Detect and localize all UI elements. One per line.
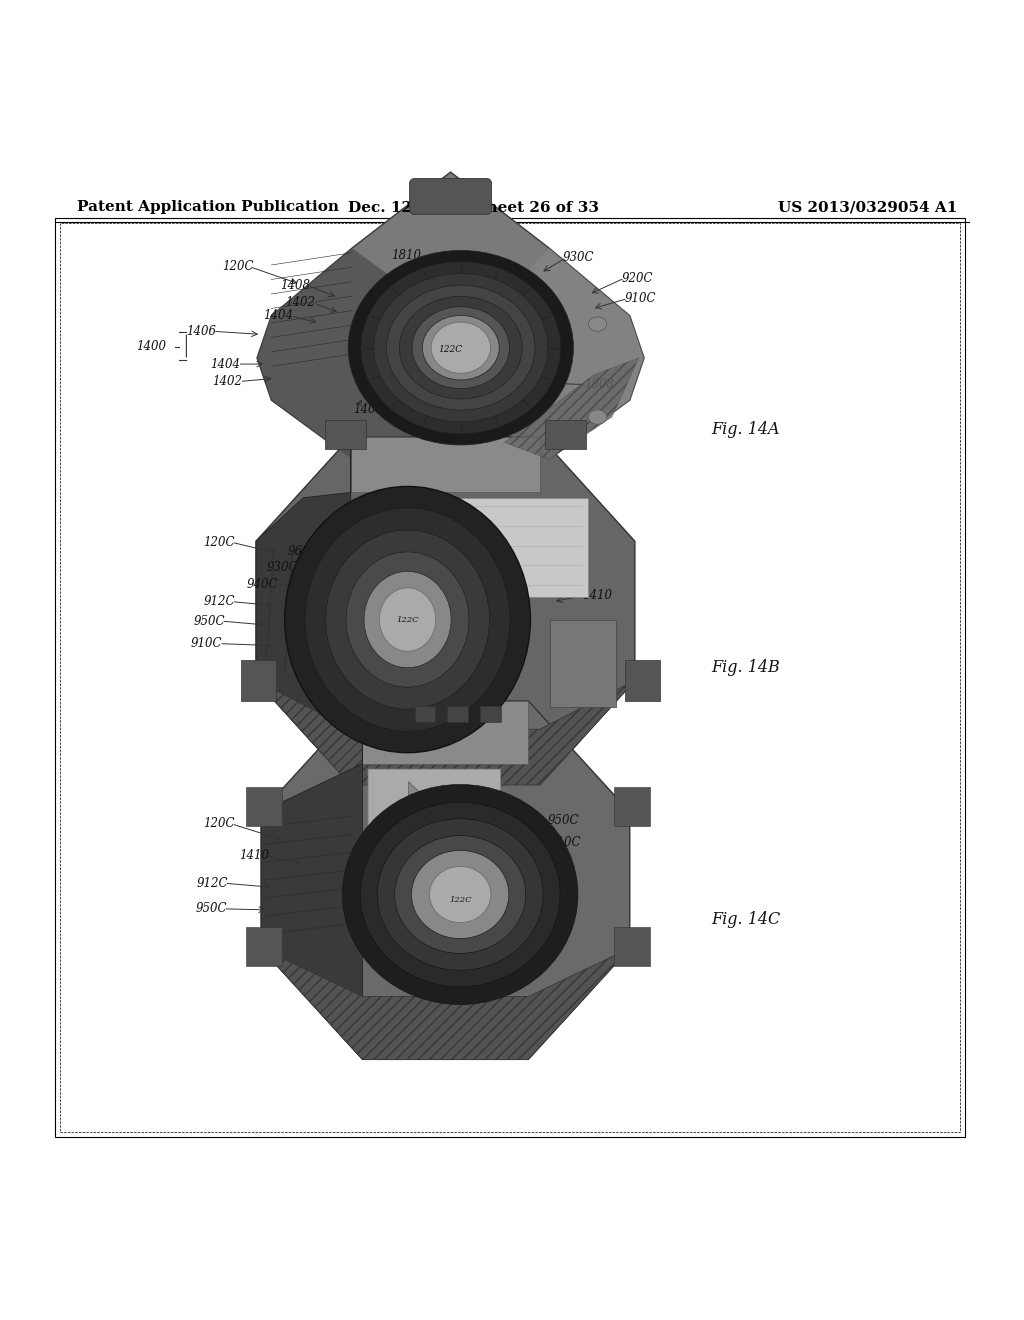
Ellipse shape (374, 273, 548, 422)
FancyBboxPatch shape (410, 178, 492, 214)
Text: 122C: 122C (438, 346, 463, 354)
Text: US 2013/0329054 A1: US 2013/0329054 A1 (778, 201, 957, 214)
Text: 1408: 1408 (280, 279, 310, 292)
Polygon shape (261, 948, 630, 1060)
Text: 122C: 122C (396, 615, 419, 623)
Text: 910C: 910C (625, 292, 655, 305)
Bar (246, 788, 282, 826)
Polygon shape (261, 701, 362, 1060)
Text: 920C: 920C (622, 272, 652, 285)
Bar (60, 223, 959, 1133)
Text: 1408: 1408 (353, 403, 384, 416)
Text: 122C: 122C (449, 895, 471, 904)
Text: 1410: 1410 (239, 849, 269, 862)
Text: 122C: 122C (404, 323, 435, 337)
Text: 910C: 910C (191, 638, 222, 651)
Text: 950C: 950C (194, 615, 224, 627)
Text: 912C: 912C (197, 876, 227, 890)
Bar (480, 706, 501, 722)
Text: 1404: 1404 (210, 358, 241, 371)
Text: 122C: 122C (410, 609, 440, 622)
Ellipse shape (346, 552, 469, 688)
Ellipse shape (387, 285, 535, 411)
Text: Fig. 14C: Fig. 14C (712, 911, 781, 928)
Ellipse shape (305, 508, 510, 731)
Text: 950C: 950C (548, 814, 579, 828)
Ellipse shape (348, 251, 573, 445)
Text: 940C: 940C (247, 578, 278, 591)
Ellipse shape (394, 836, 525, 953)
Ellipse shape (412, 306, 510, 388)
Bar (246, 927, 282, 966)
Polygon shape (256, 437, 635, 785)
Bar (326, 420, 367, 449)
Bar (614, 927, 650, 966)
Polygon shape (261, 701, 630, 1060)
Text: 930C: 930C (267, 561, 298, 574)
Polygon shape (409, 781, 473, 890)
Text: 1406: 1406 (185, 325, 216, 338)
Text: 960C: 960C (288, 545, 318, 558)
Text: 1402: 1402 (212, 375, 243, 388)
Polygon shape (504, 358, 639, 459)
Text: 940C: 940C (410, 528, 440, 541)
Ellipse shape (423, 315, 500, 380)
Polygon shape (362, 701, 528, 764)
Ellipse shape (377, 818, 543, 970)
Text: 1410: 1410 (582, 589, 612, 602)
Text: 910C: 910C (550, 836, 581, 849)
Bar (550, 619, 616, 706)
Ellipse shape (285, 487, 530, 752)
Bar (241, 660, 276, 701)
Text: 1400: 1400 (136, 341, 167, 354)
Polygon shape (256, 437, 350, 785)
Bar (545, 420, 586, 449)
Polygon shape (256, 681, 635, 785)
Polygon shape (261, 948, 630, 1060)
Text: 122C: 122C (394, 903, 425, 916)
Bar (415, 706, 435, 722)
Text: 120C: 120C (204, 817, 234, 830)
Polygon shape (455, 498, 588, 597)
Polygon shape (257, 172, 644, 544)
Polygon shape (257, 248, 432, 510)
Ellipse shape (429, 866, 490, 923)
Polygon shape (368, 770, 501, 925)
Polygon shape (486, 248, 644, 459)
Text: Dec. 12, 2013  Sheet 26 of 33: Dec. 12, 2013 Sheet 26 of 33 (347, 201, 599, 214)
Text: 1402: 1402 (285, 296, 315, 309)
Text: Fig. 14B: Fig. 14B (712, 659, 780, 676)
Text: 1808: 1808 (584, 378, 614, 391)
Text: Patent Application Publication: Patent Application Publication (77, 201, 339, 214)
Ellipse shape (588, 411, 606, 424)
Bar (447, 706, 468, 722)
Text: 120C: 120C (222, 260, 253, 273)
Ellipse shape (365, 572, 451, 668)
Text: 1810: 1810 (391, 249, 422, 261)
Bar (625, 660, 660, 701)
Text: 912C: 912C (204, 595, 234, 609)
Bar (614, 788, 650, 826)
Text: 1404: 1404 (263, 309, 294, 322)
Polygon shape (256, 681, 635, 785)
Ellipse shape (431, 322, 490, 374)
Text: 930C: 930C (355, 528, 386, 541)
Ellipse shape (326, 529, 489, 709)
Text: Fig. 14A: Fig. 14A (712, 421, 780, 438)
Text: 950C: 950C (538, 529, 568, 543)
Text: 950C: 950C (196, 903, 226, 915)
Ellipse shape (588, 317, 606, 331)
Ellipse shape (342, 784, 578, 1005)
Text: 930C/960C: 930C/960C (409, 928, 476, 941)
Ellipse shape (412, 850, 509, 939)
Text: 120C: 120C (204, 536, 234, 549)
Text: 930C: 930C (563, 251, 594, 264)
Bar (55, 218, 965, 1137)
Text: 912C: 912C (458, 566, 488, 579)
Polygon shape (350, 437, 541, 492)
Ellipse shape (361, 261, 561, 434)
Ellipse shape (399, 297, 522, 399)
Ellipse shape (379, 587, 436, 651)
Ellipse shape (360, 803, 560, 986)
